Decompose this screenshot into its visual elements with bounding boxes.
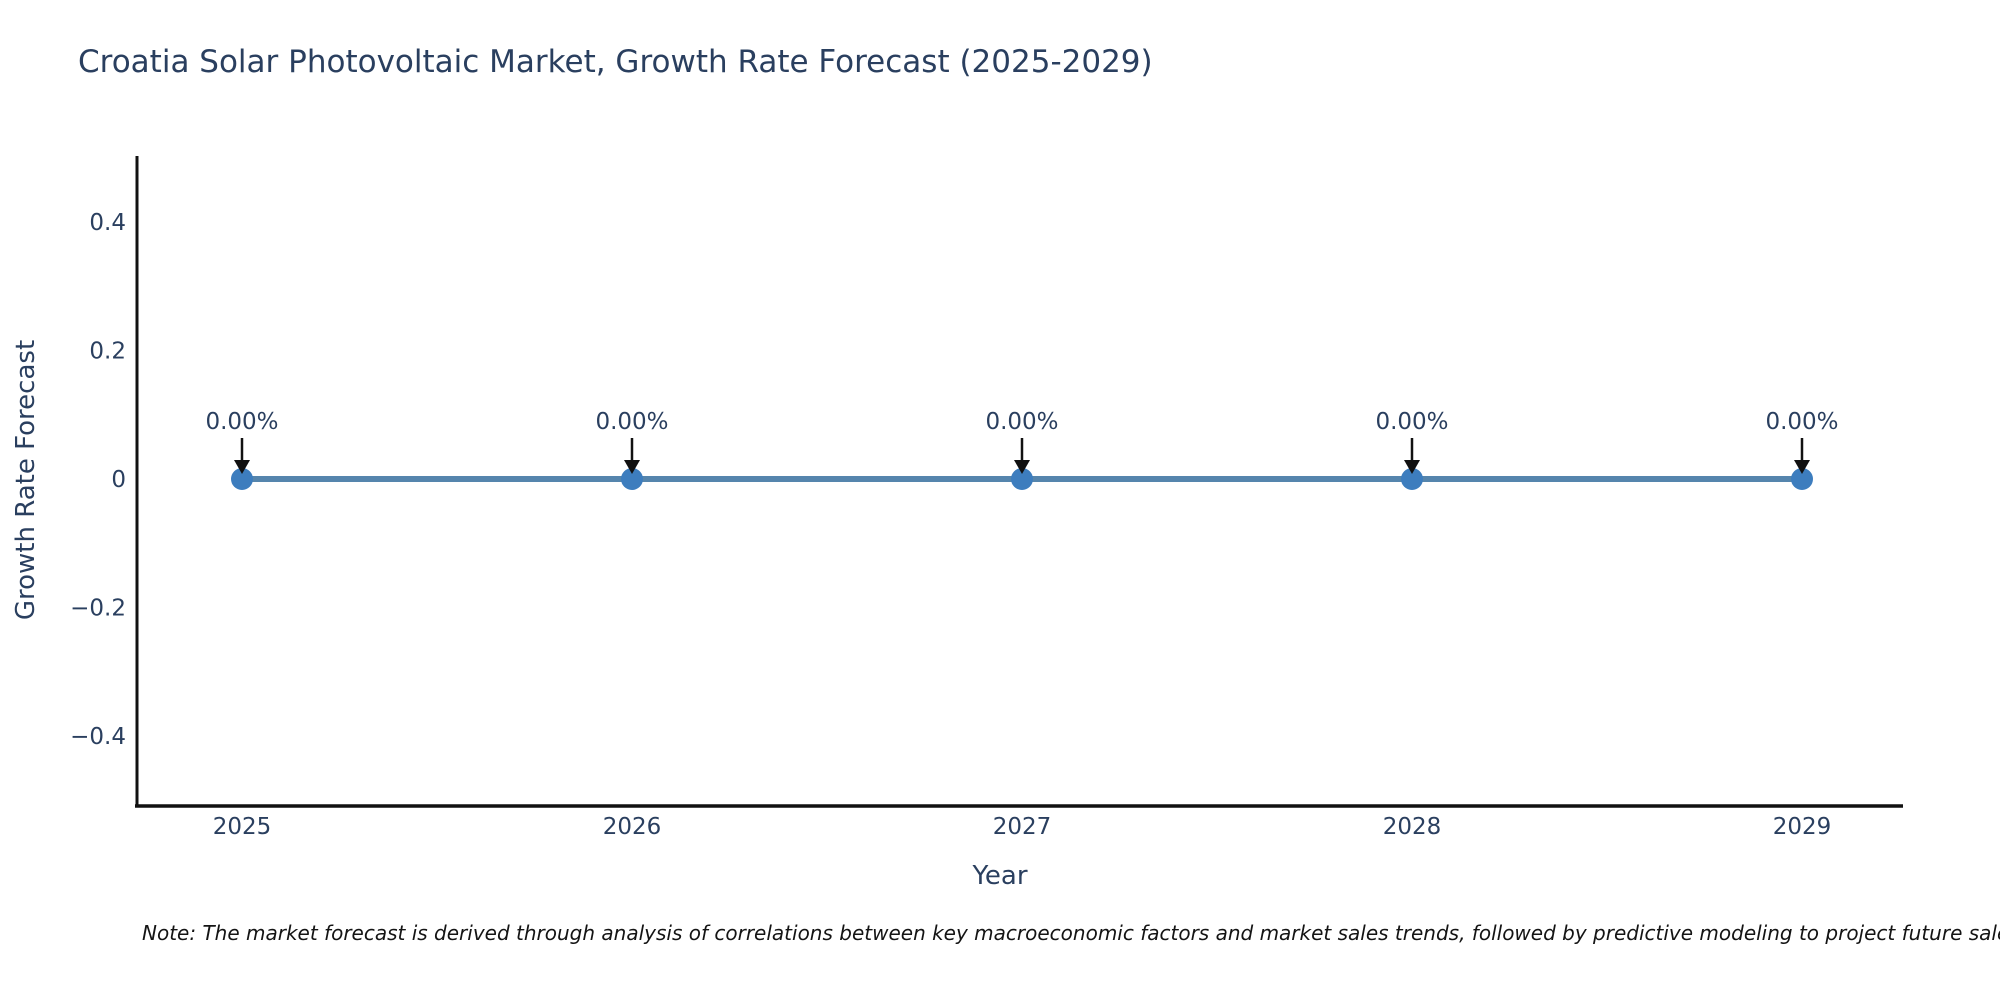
data-point-marker (1791, 468, 1813, 490)
annotation-arrowhead (1014, 460, 1030, 474)
annotation-label: 0.00% (985, 409, 1058, 435)
axes (135, 156, 1903, 808)
data-series (231, 468, 1813, 490)
annotation-arrowhead (1404, 460, 1420, 474)
y-tick-label: −0.2 (70, 596, 126, 622)
x-tick-label: 2029 (1773, 814, 1832, 840)
annotation-arrowhead (1794, 460, 1810, 474)
x-axis-title: Year (972, 861, 1028, 891)
y-tick-label: 0.4 (89, 210, 126, 236)
annotation-label: 0.00% (595, 409, 668, 435)
data-point-marker (1401, 468, 1423, 490)
annotation-arrowhead (234, 460, 250, 474)
x-tick-label: 2028 (1383, 814, 1442, 840)
annotation-label: 0.00% (205, 409, 278, 435)
y-tick-label: −0.4 (70, 724, 126, 750)
annotation-label: 0.00% (1765, 409, 1838, 435)
y-tick-label: 0 (111, 467, 126, 493)
data-point-marker (231, 468, 253, 490)
x-tick-labels: 2025 2026 2027 2028 2029 (213, 814, 1832, 840)
annotation-label: 0.00% (1375, 409, 1448, 435)
x-tick-label: 2025 (213, 814, 272, 840)
y-tick-label: 0.2 (89, 339, 126, 365)
y-tick-labels: 0.4 0.2 0 −0.2 −0.4 (70, 210, 126, 750)
data-point-marker (621, 468, 643, 490)
annotation-arrowhead (624, 460, 640, 474)
x-tick-label: 2026 (603, 814, 662, 840)
footnote: Note: The market forecast is derived thr… (142, 921, 2000, 945)
x-tick-label: 2027 (993, 814, 1052, 840)
point-annotations: 0.00% 0.00% 0.00% 0.00% 0.00% (205, 409, 1839, 474)
data-point-marker (1011, 468, 1033, 490)
chart-title: Croatia Solar Photovoltaic Market, Growt… (78, 44, 1153, 80)
